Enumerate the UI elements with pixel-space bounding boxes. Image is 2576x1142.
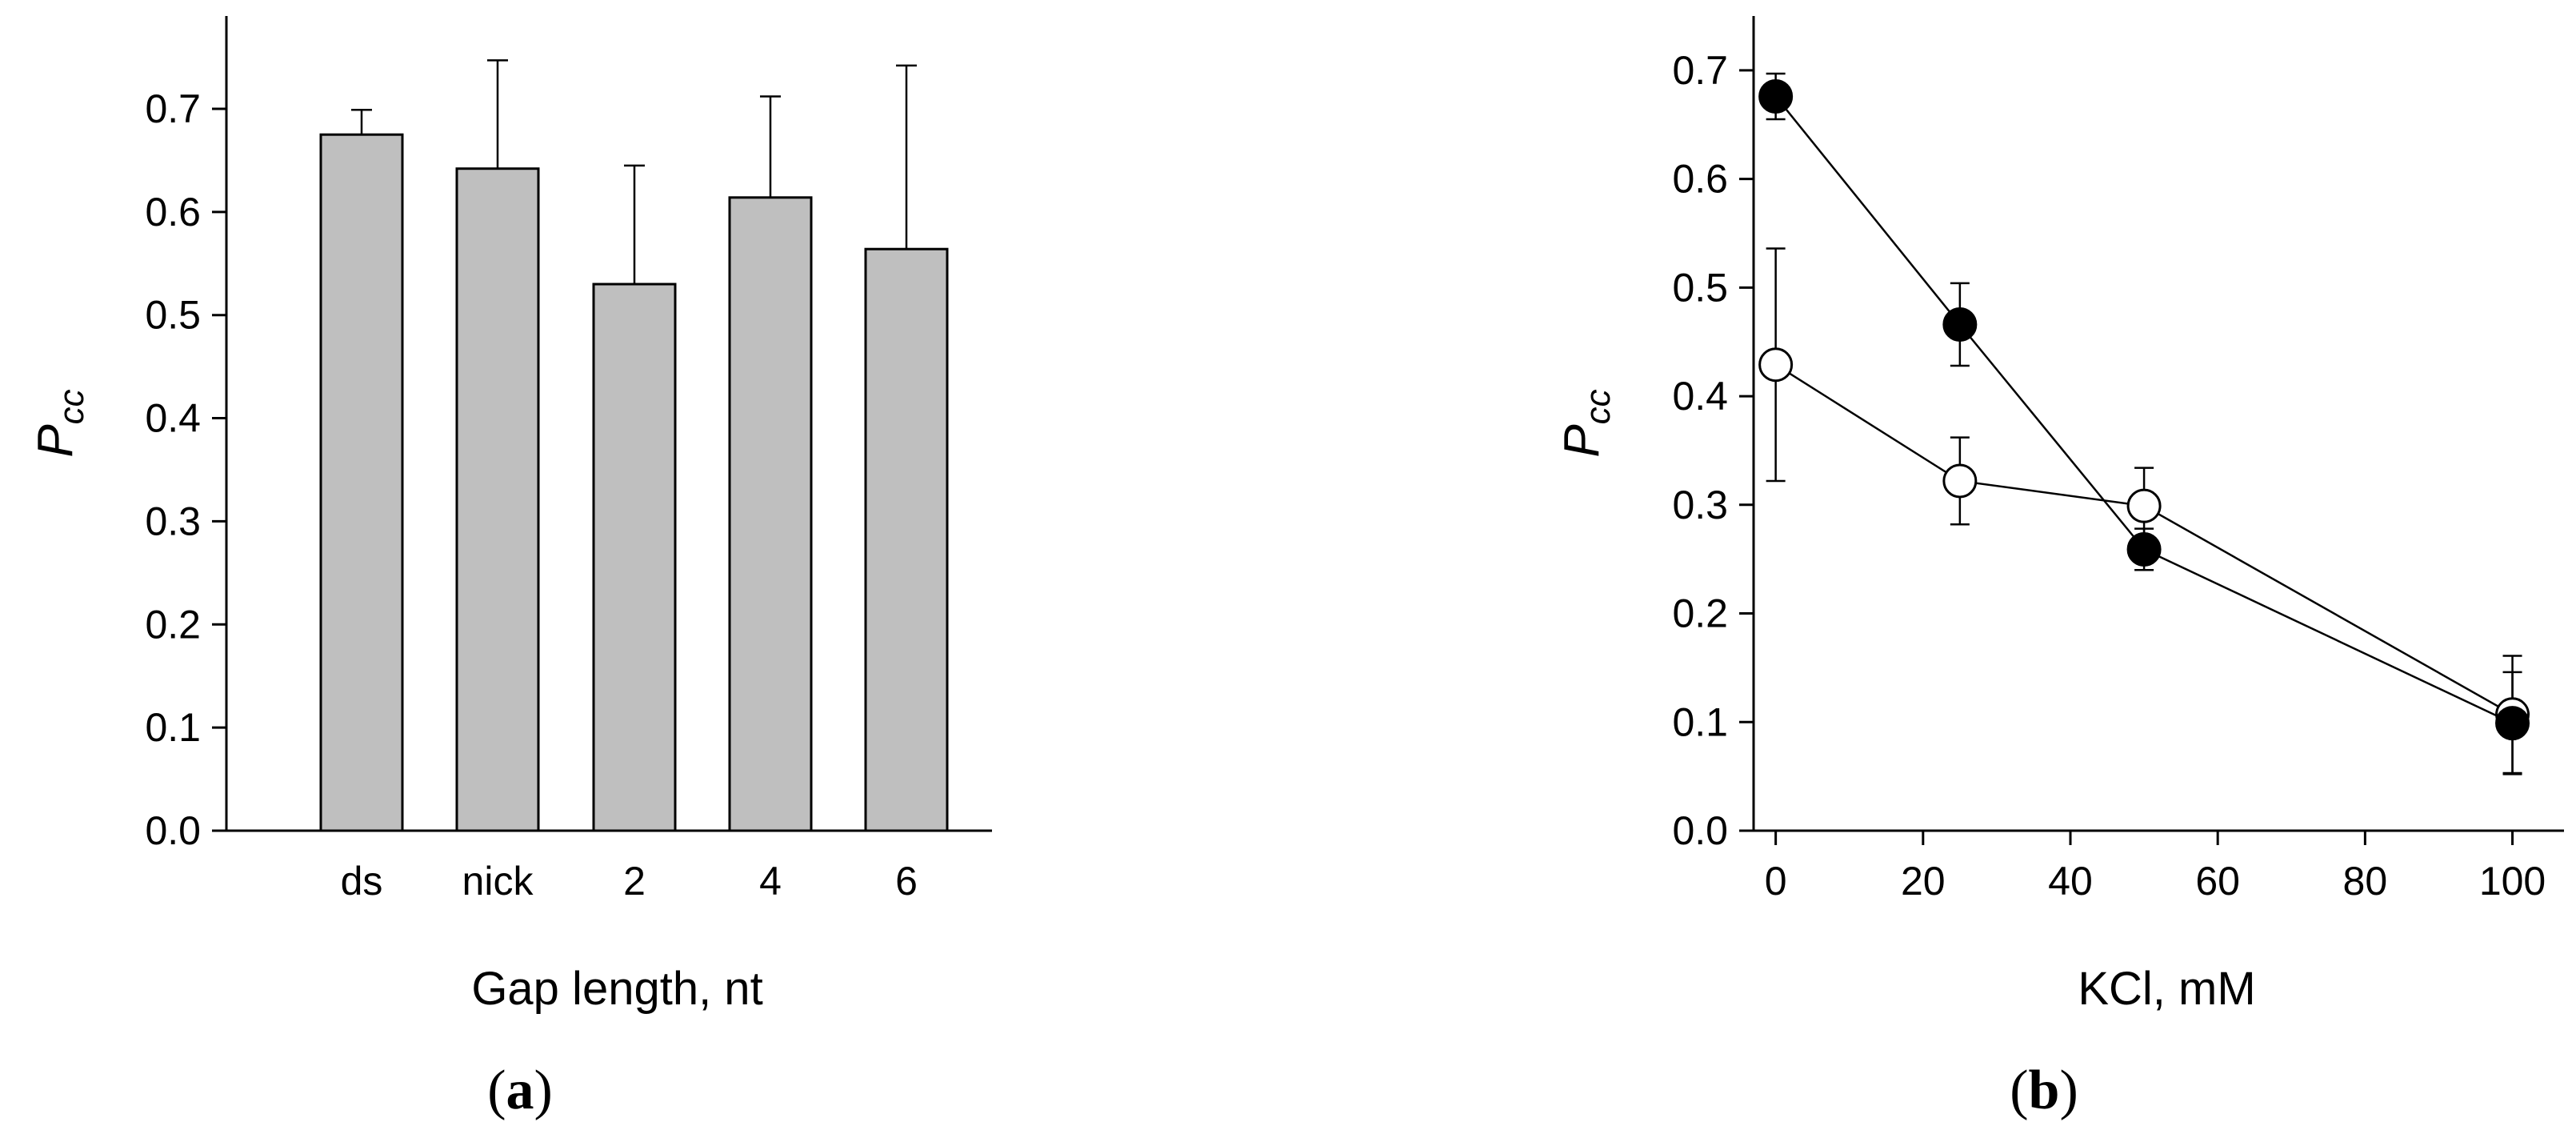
a-bar [319, 133, 404, 832]
b-y-axis-title-text: Pcc [1554, 389, 1618, 457]
b-ytick-label: 0.0 [1672, 808, 1728, 853]
b-xtick-label: 60 [2195, 859, 2240, 904]
b-point-filled [1942, 307, 1978, 342]
a-xtick-label: 2 [623, 859, 646, 904]
a-xtick-label: ds [341, 859, 383, 904]
b-x-axis-title: KCl, mM [2078, 963, 2255, 1015]
panel-b-label: (b) [2010, 1060, 2078, 1121]
a-xtick-label: nick [462, 859, 534, 904]
panel-a-label: (a) [487, 1060, 553, 1121]
a-ytick-label: 0.5 [145, 293, 201, 338]
b-series-line [1774, 95, 2514, 724]
b-ytick-label: 0.5 [1672, 265, 1728, 310]
a-ytick-label: 0.2 [145, 602, 201, 647]
b-y-axis-title: Pcc [1554, 389, 1618, 457]
a-bar [592, 282, 677, 832]
panel-a-bar-chart: 0.0 0.1 0.2 0.3 0.4 0.5 0.6 0.7 ds nick 2 4 6 Gap len… [28, 16, 992, 1015]
b-point-open [2126, 488, 2162, 523]
a-ytick-label: 0.0 [145, 808, 201, 853]
b-point-filled [2126, 531, 2162, 567]
a-ytick-label: 0.1 [145, 705, 201, 750]
a-ytick-label: 0.6 [145, 190, 201, 234]
a-ytick-label: 0.7 [145, 86, 201, 131]
b-xtick-label: 0 [1765, 859, 1787, 904]
a-xtick-label: 6 [895, 859, 918, 904]
b-ytick-label: 0.2 [1672, 591, 1728, 636]
b-ytick-label: 0.4 [1672, 374, 1728, 419]
a-y-axis-title: Pcc [28, 389, 91, 457]
b-ytick-label: 0.7 [1672, 48, 1728, 93]
b-point-filled [2495, 706, 2530, 741]
b-point-open [1758, 347, 1794, 383]
b-ytick-label: 0.3 [1672, 483, 1728, 527]
b-ytick-label: 0.6 [1672, 157, 1728, 202]
a-ytick-label: 0.3 [145, 499, 201, 543]
b-xtick-label: 20 [1901, 859, 1946, 904]
b-series-line [1774, 363, 2514, 715]
b-xtick-label: 80 [2343, 859, 2388, 904]
b-point-open [1942, 463, 1978, 499]
a-y-axis-title-text: Pcc [28, 389, 91, 457]
b-xtick-label: 100 [2479, 859, 2546, 904]
b-ytick-label: 0.1 [1672, 699, 1728, 744]
a-bar [864, 247, 949, 832]
a-bar [455, 167, 540, 832]
a-ytick-label: 0.4 [145, 396, 201, 441]
a-x-axis-title: Gap length, nt [471, 963, 762, 1015]
a-xtick-label: 4 [759, 859, 782, 904]
b-point-filled [1758, 78, 1794, 114]
a-bar [728, 196, 813, 832]
panel-b-line-chart: 0.0 0.1 0.2 0.3 0.4 0.5 0.6 0.7 0 20 40 60 80 100 KCl,… [1554, 16, 2564, 1015]
b-xtick-label: 40 [2048, 859, 2093, 904]
